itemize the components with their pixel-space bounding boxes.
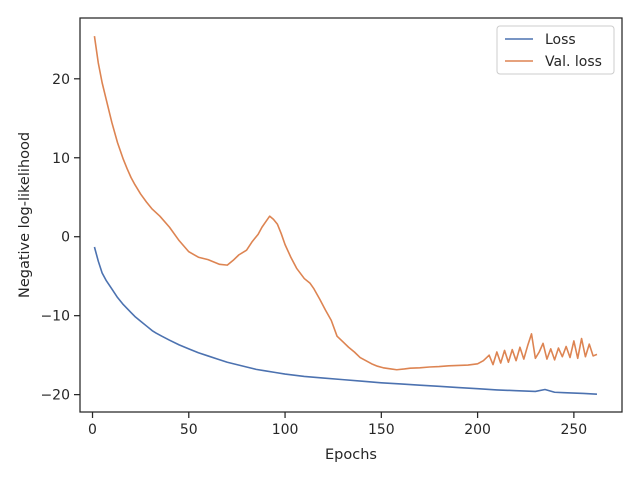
plot-frame — [79, 17, 623, 413]
legend-label-loss: Loss — [545, 32, 576, 48]
y-axis: −20 −10 0 10 20 — [40, 72, 80, 404]
y-tick-label: −10 — [40, 309, 70, 325]
y-axis-label: Negative log-likelihood — [17, 132, 33, 298]
legend-box — [496, 25, 615, 75]
x-tick-label: 250 — [560, 422, 587, 438]
y-tick-label: 10 — [52, 151, 70, 167]
x-tick-label: 200 — [464, 422, 491, 438]
x-axis-label: Epochs — [325, 447, 377, 463]
x-tick-label: 100 — [272, 422, 299, 438]
y-tick-label: −20 — [40, 388, 70, 404]
y-tick-label: 20 — [52, 72, 70, 88]
x-tick-label: 50 — [180, 422, 198, 438]
legend: Loss Val. loss — [496, 25, 615, 75]
y-tick-label: 0 — [61, 230, 70, 246]
legend-label-val-loss: Val. loss — [545, 54, 602, 70]
x-axis: 0 50 100 150 200 250 — [88, 412, 587, 438]
series-line-loss — [93, 246, 598, 396]
x-tick-label: 150 — [368, 422, 395, 438]
plot-lines — [93, 36, 598, 396]
x-tick-label: 0 — [88, 422, 97, 438]
series-line-val-loss — [93, 36, 598, 371]
